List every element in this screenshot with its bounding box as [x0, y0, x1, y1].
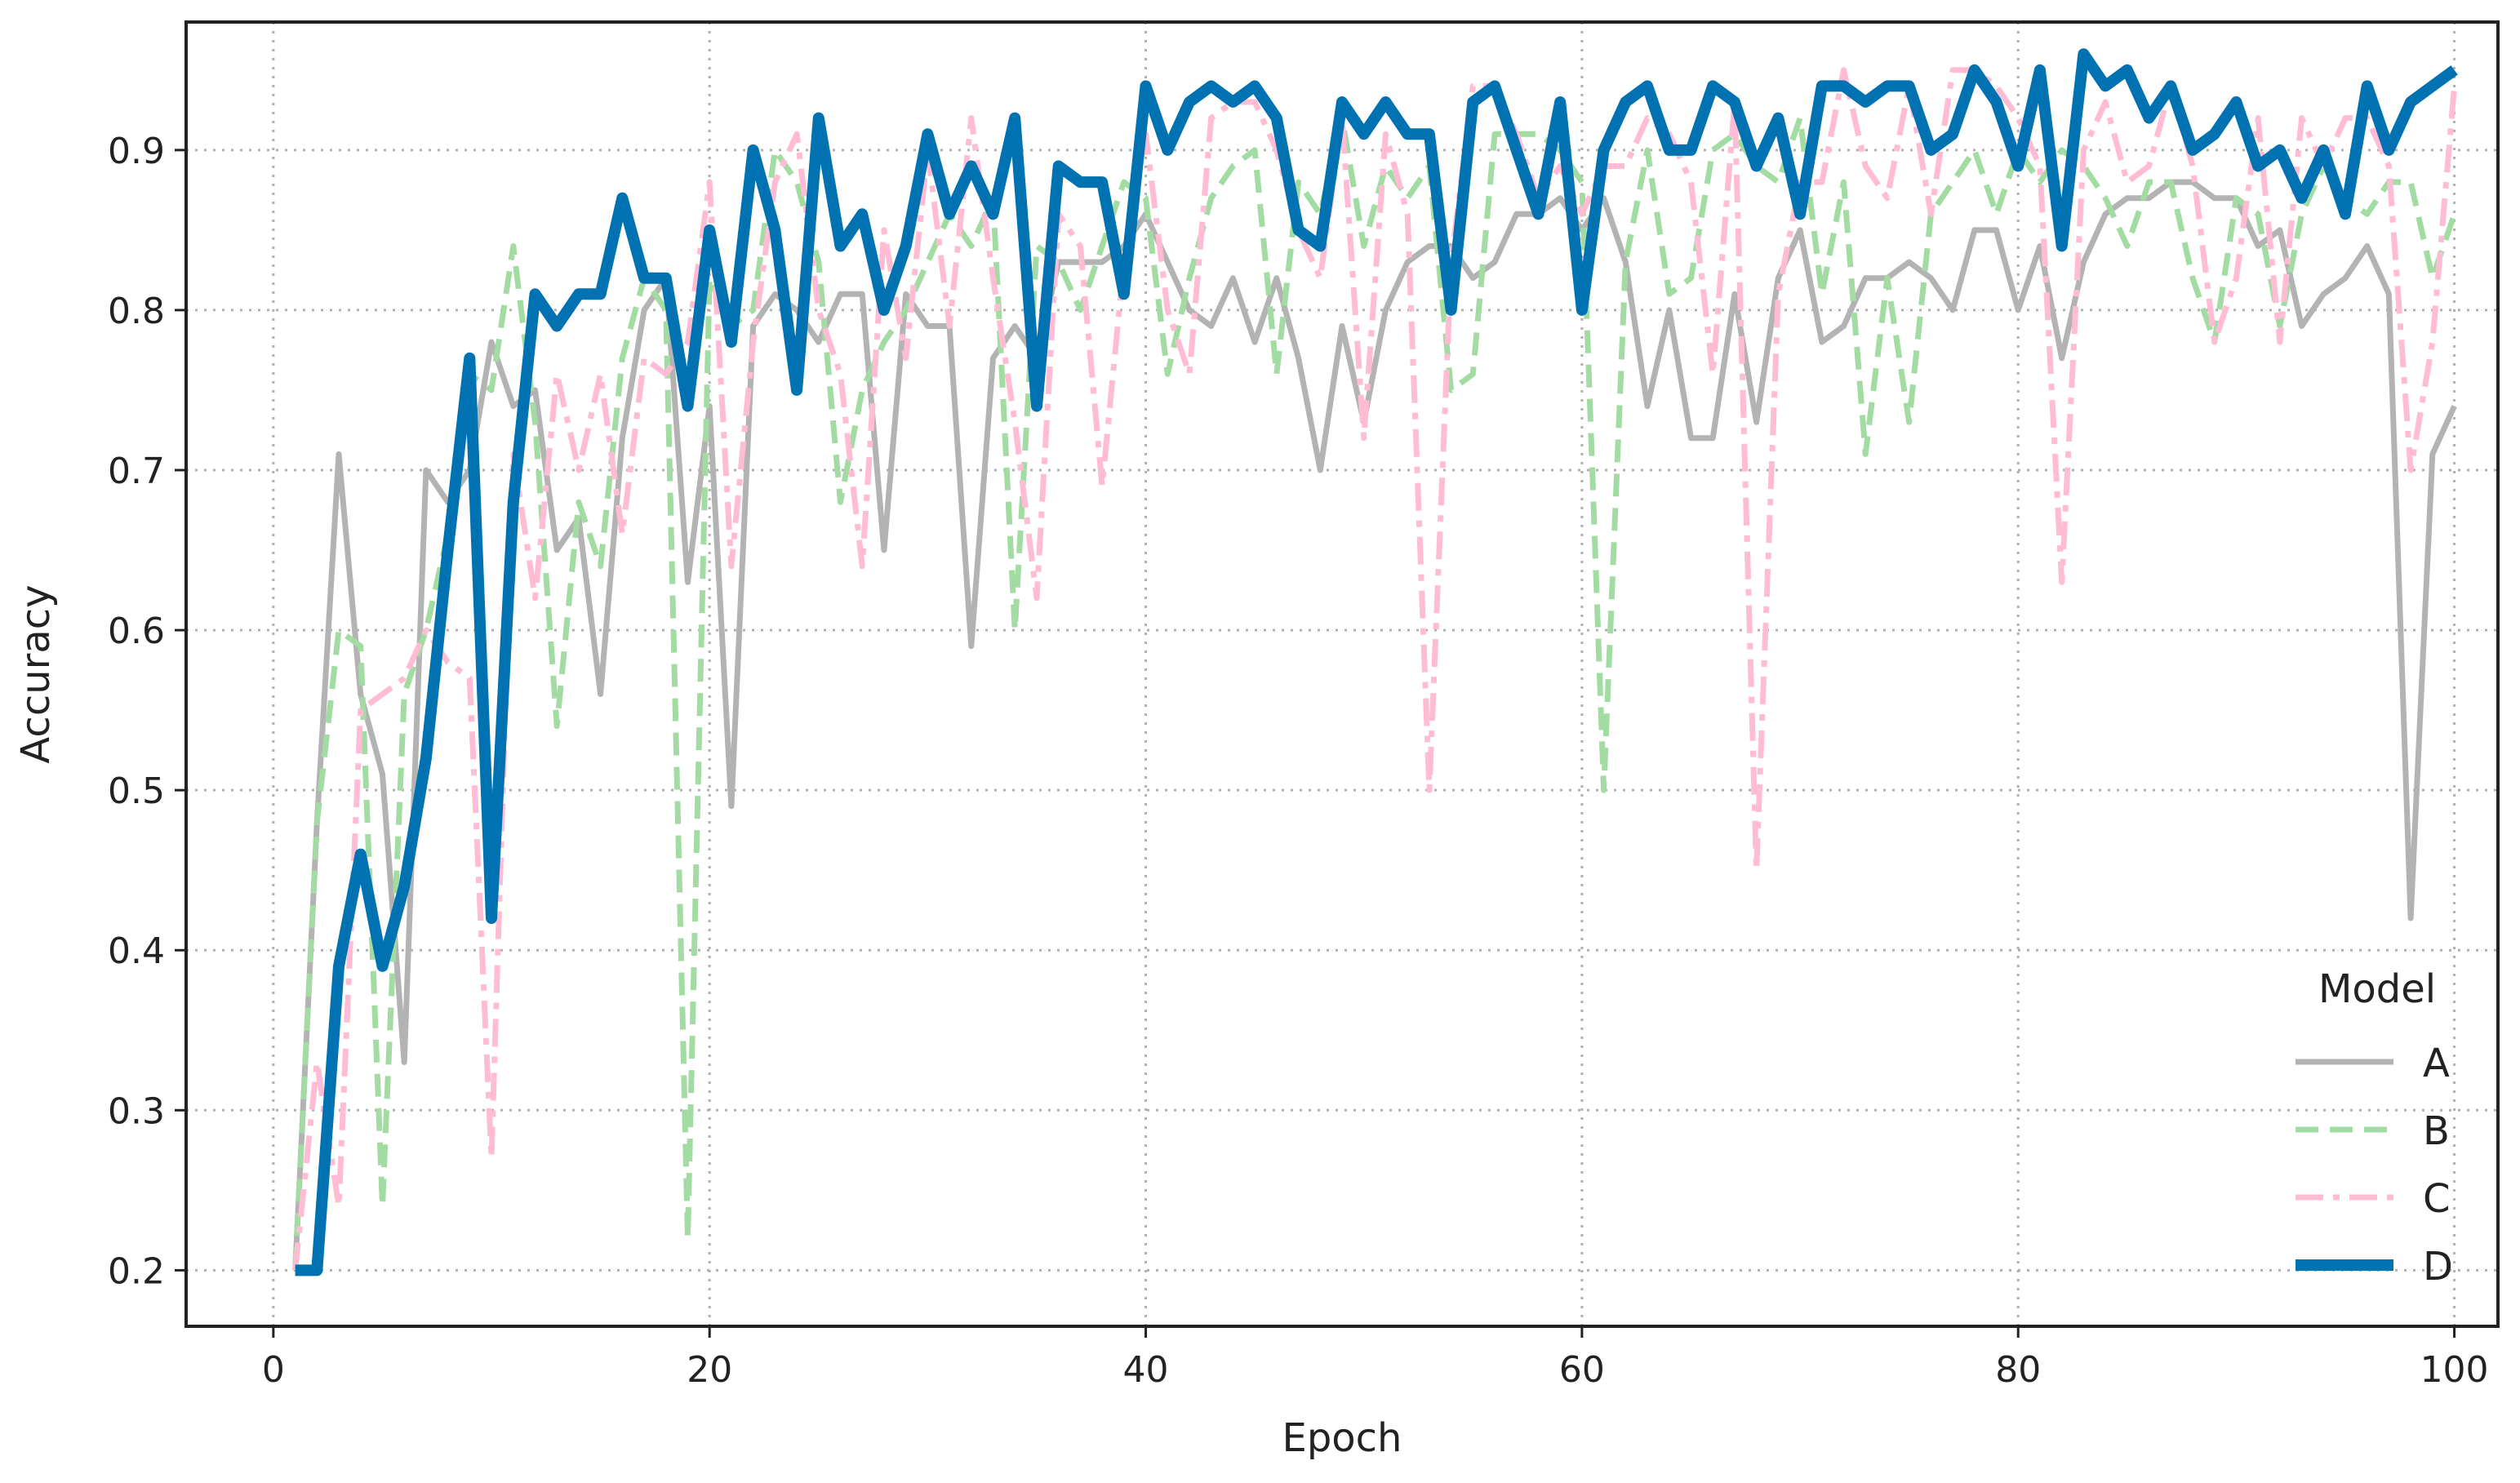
y-tick-label: 0.2: [108, 1250, 165, 1292]
y-tick-label: 0.4: [108, 930, 165, 972]
legend-title: Model: [2318, 966, 2436, 1012]
series-line-b: [292, 115, 2457, 1271]
y-tick-label: 0.3: [108, 1090, 165, 1132]
legend-item-c: C: [2296, 1176, 2451, 1222]
x-tick-label: 80: [1995, 1349, 2041, 1391]
series-line-d: [295, 48, 2458, 1277]
x-tick-label: 0: [262, 1349, 285, 1391]
legend-label: C: [2423, 1176, 2451, 1222]
legend-label: D: [2423, 1244, 2453, 1290]
legend-label: B: [2423, 1108, 2450, 1154]
x-tick-label: 60: [1559, 1349, 1605, 1391]
y-tick-label: 0.5: [108, 770, 165, 812]
y-tick-label: 0.6: [108, 611, 165, 652]
y-tick-label: 0.7: [108, 451, 165, 492]
x-tick-label: 40: [1123, 1349, 1169, 1391]
legend-item-a: A: [2296, 1041, 2450, 1086]
x-axis-title: Epoch: [1282, 1415, 1402, 1461]
y-tick-label: 0.9: [108, 131, 165, 172]
plot-area-frame: [184, 20, 2500, 1328]
y-tick-label: 0.8: [108, 291, 165, 332]
legend-item-d: D: [2296, 1244, 2453, 1290]
series-line-c: [292, 67, 2458, 1271]
series-group: [292, 48, 2458, 1277]
x-tick-label: 20: [687, 1349, 732, 1391]
y-axis-title: Accuracy: [13, 584, 59, 763]
legend-label: A: [2423, 1041, 2450, 1086]
legend-item-b: B: [2296, 1108, 2450, 1154]
x-tick-label: 100: [2420, 1349, 2489, 1391]
axis-ticks: 0 20 40 60 80 100 0.2 0.3 0.4 0.5 0.6 0.7 0.8 0.9: [108, 131, 2489, 1391]
